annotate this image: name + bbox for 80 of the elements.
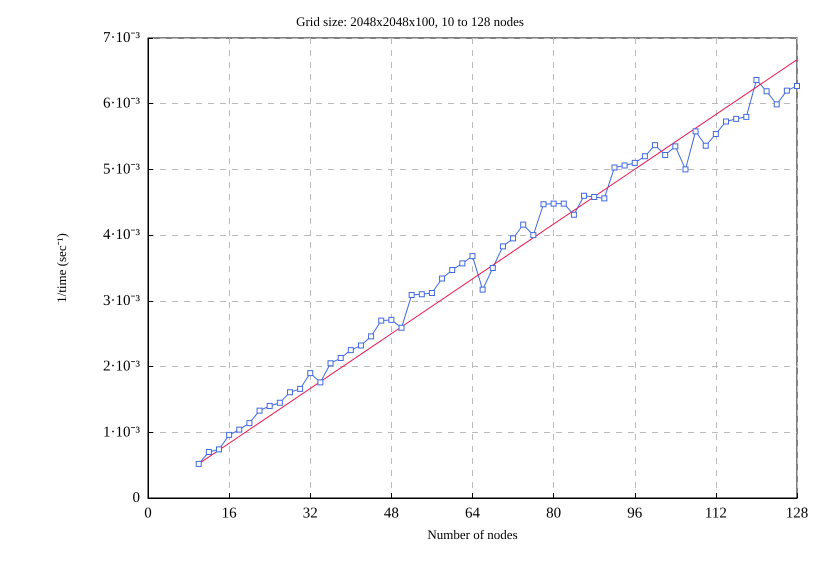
point bbox=[378, 318, 384, 324]
point bbox=[216, 446, 222, 452]
y-tick-label: 4·10⁻³ bbox=[103, 227, 140, 244]
point bbox=[286, 389, 293, 396]
x-tick-label: 64 bbox=[465, 506, 480, 522]
point bbox=[490, 265, 496, 271]
point bbox=[439, 276, 446, 282]
point bbox=[408, 292, 415, 298]
x-tick-label: 48 bbox=[384, 506, 399, 522]
point bbox=[764, 88, 770, 94]
point bbox=[662, 152, 668, 158]
point bbox=[348, 347, 354, 354]
point bbox=[591, 194, 598, 200]
point bbox=[723, 118, 730, 124]
x-tick-label: 32 bbox=[302, 506, 318, 522]
point bbox=[611, 164, 618, 170]
chart-title: Grid size: 2048x2048x100, 10 to 128 nodes bbox=[296, 14, 524, 29]
y-tick-label: 5·10⁻³ bbox=[103, 161, 140, 178]
point bbox=[328, 360, 334, 366]
point bbox=[712, 130, 719, 137]
point bbox=[206, 449, 212, 455]
point bbox=[622, 162, 628, 168]
point bbox=[358, 342, 364, 349]
point bbox=[398, 324, 405, 331]
point bbox=[388, 316, 394, 323]
point bbox=[632, 160, 638, 166]
point bbox=[266, 403, 273, 409]
point bbox=[276, 400, 283, 406]
point bbox=[581, 192, 588, 199]
point bbox=[500, 243, 506, 250]
x-tick-label: 128 bbox=[786, 506, 808, 522]
point bbox=[794, 82, 800, 89]
point bbox=[338, 355, 344, 362]
point bbox=[743, 114, 750, 120]
point bbox=[307, 370, 314, 376]
point bbox=[652, 142, 658, 148]
point bbox=[520, 222, 526, 228]
x-tick-label: 80 bbox=[546, 506, 562, 522]
point bbox=[470, 253, 476, 260]
point bbox=[226, 432, 232, 438]
point bbox=[449, 266, 456, 273]
x-axis-title: Number of nodes bbox=[427, 527, 518, 542]
y-tick-label: 6·10⁻³ bbox=[103, 96, 140, 112]
point bbox=[530, 232, 536, 238]
y-axis-title: 1/time (sec⁻¹) bbox=[54, 233, 69, 303]
point bbox=[368, 333, 374, 340]
point bbox=[480, 286, 486, 293]
point bbox=[733, 116, 740, 122]
y-tick-label: 2·10⁻³ bbox=[103, 358, 140, 375]
x-tick-label: 0 bbox=[144, 506, 152, 522]
point bbox=[550, 200, 557, 207]
point bbox=[459, 260, 466, 266]
y-tick-label: 7·10⁻³ bbox=[103, 30, 140, 46]
point bbox=[642, 153, 648, 160]
point bbox=[753, 77, 760, 84]
point bbox=[672, 143, 678, 150]
point bbox=[297, 386, 304, 392]
point bbox=[601, 195, 608, 202]
point bbox=[540, 201, 546, 208]
y-tick-label: 0 bbox=[132, 490, 140, 506]
y-tick-label: 1·10⁻³ bbox=[103, 424, 140, 440]
x-tick-label: 96 bbox=[627, 506, 643, 522]
point bbox=[774, 101, 780, 108]
point bbox=[510, 235, 516, 242]
point bbox=[317, 379, 324, 386]
x-tick-label: 16 bbox=[222, 506, 238, 522]
point bbox=[784, 88, 790, 94]
point bbox=[256, 408, 263, 414]
point bbox=[702, 142, 709, 149]
point bbox=[418, 291, 425, 298]
y-tick-label: 3·10⁻³ bbox=[103, 292, 140, 309]
point bbox=[428, 290, 435, 296]
point bbox=[570, 212, 577, 218]
point bbox=[246, 420, 252, 426]
point bbox=[682, 166, 688, 172]
point bbox=[196, 460, 202, 467]
point bbox=[692, 128, 699, 134]
point bbox=[560, 200, 567, 207]
point bbox=[236, 426, 242, 433]
x-tick-label: 112 bbox=[704, 506, 727, 522]
